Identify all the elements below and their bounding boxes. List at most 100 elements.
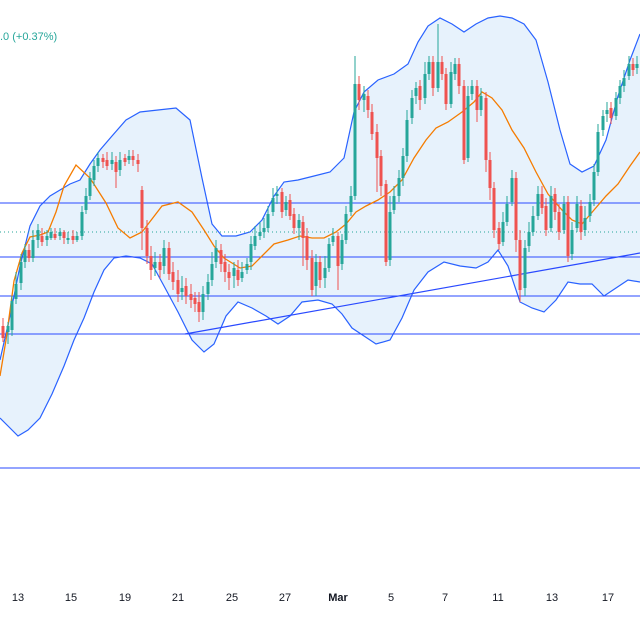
candle-84 [362, 86, 366, 112]
candle-5 [19, 254, 23, 290]
candle-45 [193, 292, 197, 312]
x-tick-label: 21 [172, 592, 184, 604]
candle-body [410, 98, 414, 118]
candle-38 [162, 240, 166, 274]
candle-146 [631, 58, 635, 76]
candle-97 [418, 80, 422, 110]
candle-body [523, 248, 527, 288]
candle-44 [189, 284, 193, 308]
candle-body [431, 62, 435, 88]
candle-body [392, 196, 396, 210]
candle-body [240, 272, 244, 278]
x-tick-label: 15 [65, 592, 77, 604]
candle-145 [627, 56, 631, 80]
candle-body [227, 272, 231, 278]
candle-16 [66, 232, 70, 244]
candle-119 [514, 172, 518, 252]
candle-56 [240, 262, 244, 282]
candle-41 [176, 270, 180, 302]
candle-80 [344, 206, 348, 244]
candle-109 [470, 80, 474, 100]
candle-87 [375, 124, 379, 192]
candle-28 [118, 152, 122, 176]
candle-body [66, 238, 70, 240]
candle-42 [180, 276, 184, 300]
candle-body [53, 234, 57, 238]
x-tick-label: Mar [328, 592, 348, 604]
candle-121 [523, 240, 527, 296]
candle-body [75, 236, 79, 240]
candle-1 [1, 318, 5, 342]
candle-7 [27, 244, 31, 262]
candle-body [635, 64, 639, 68]
candle-90 [388, 196, 392, 266]
candle-body [418, 86, 422, 100]
candle-69 [297, 214, 301, 240]
candle-body [357, 84, 361, 100]
candle-43 [184, 278, 188, 304]
candle-116 [501, 212, 505, 246]
candle-126 [544, 198, 548, 236]
candle-64 [275, 186, 279, 204]
candle-74 [318, 256, 322, 288]
candle-21 [88, 172, 92, 200]
x-tick-label: 17 [602, 592, 614, 604]
candle-body [310, 258, 314, 290]
candle-55 [236, 260, 240, 286]
candle-4 [14, 272, 18, 304]
candle-body [453, 64, 457, 74]
candle-32 [136, 154, 140, 172]
candle-body [45, 236, 49, 240]
x-tick-label: 27 [279, 592, 291, 604]
candle-body [96, 158, 100, 166]
candle-body [105, 160, 109, 166]
candle-body [23, 250, 27, 262]
candle-body [171, 272, 175, 282]
candle-112 [484, 92, 488, 172]
candle-67 [288, 194, 292, 220]
candle-13 [53, 228, 57, 240]
candle-147 [635, 56, 639, 74]
candle-37 [158, 254, 162, 278]
candle-85 [366, 90, 370, 118]
candle-78 [336, 232, 340, 290]
candle-body [527, 232, 531, 246]
candle-39 [167, 242, 171, 280]
candle-110 [475, 80, 479, 122]
candle-108 [466, 86, 470, 162]
candle-122 [527, 222, 531, 252]
candle-77 [331, 228, 335, 246]
candle-98 [423, 62, 427, 104]
candle-body [184, 286, 188, 296]
candle-53 [227, 264, 231, 290]
candle-91 [392, 186, 396, 214]
candle-body [562, 204, 566, 230]
candle-body [40, 236, 44, 242]
candle-body [153, 262, 157, 268]
candle-61 [262, 218, 266, 238]
candle-body [288, 200, 292, 216]
candle-94 [405, 110, 409, 162]
candle-body [236, 270, 240, 280]
candle-79 [340, 234, 344, 270]
candle-body [501, 222, 505, 242]
candle-70 [301, 216, 305, 266]
candle-144 [622, 70, 626, 92]
candle-body [253, 236, 257, 246]
candle-102 [440, 56, 444, 80]
candle-57 [245, 258, 249, 274]
candle-body [206, 282, 210, 294]
candle-body [266, 214, 270, 228]
candle-body [323, 268, 327, 278]
candle-123 [531, 206, 535, 236]
candle-33 [140, 186, 144, 250]
candle-body [314, 262, 318, 286]
candle-body [149, 256, 153, 270]
candle-body [258, 232, 262, 236]
candle-8 [31, 230, 35, 262]
candle-135 [583, 206, 587, 236]
candle-106 [457, 58, 461, 94]
candle-body [219, 250, 223, 264]
